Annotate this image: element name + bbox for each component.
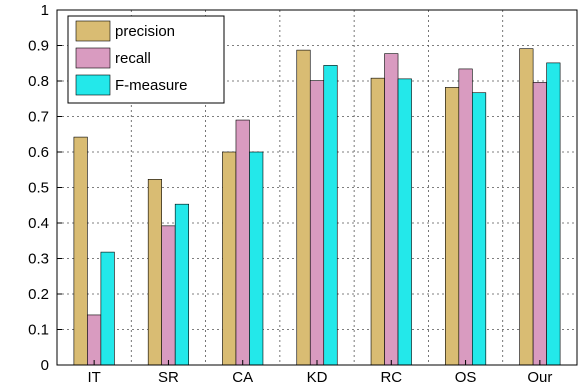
y-tick-label: 0 — [41, 357, 49, 374]
bar-precision-rc — [370, 77, 385, 366]
y-axis: 0 0.1 0.2 0.3 0.4 0.5 0.6 0.7 0.8 0.9 1 — [28, 2, 62, 374]
y-tick-label: 0.5 — [28, 180, 49, 197]
y-tick-label: 0.2 — [28, 286, 49, 303]
bar-f-measure-rc — [397, 78, 412, 366]
bar-f-measure-our — [546, 62, 561, 366]
bar-recall-it — [87, 314, 102, 366]
bar-recall-os — [458, 68, 473, 366]
bar-f-measure-os — [472, 92, 487, 366]
bar-recall-rc — [384, 53, 399, 366]
legend-swatch — [75, 47, 111, 69]
bar-f-measure-sr — [174, 203, 189, 366]
bar-precision-our — [519, 48, 534, 366]
bar-precision-os — [445, 87, 460, 366]
x-tick-label: SR — [158, 369, 179, 385]
x-tick-label: CA — [232, 369, 253, 385]
legend: precision recall F-measure — [67, 15, 225, 104]
legend-swatch — [75, 20, 111, 42]
y-tick-label: 0.8 — [28, 73, 49, 90]
x-tick-label: IT — [87, 369, 100, 385]
y-tick-label: 0.6 — [28, 144, 49, 161]
bar-f-measure-ca — [249, 151, 264, 366]
bar-recall-kd — [309, 80, 325, 366]
bar-precision-it — [73, 136, 88, 366]
legend-label: recall — [115, 50, 151, 67]
y-tick-label: 0.4 — [28, 215, 49, 232]
y-tick-label: 0.7 — [28, 109, 49, 126]
bar-f-measure-it — [100, 251, 115, 366]
bar-precision-ca — [222, 151, 237, 366]
bar-precision-sr — [147, 179, 162, 366]
legend-label: F-measure — [115, 77, 188, 94]
x-tick-label: KD — [307, 369, 328, 385]
x-tick-label: OS — [455, 369, 477, 385]
y-tick-label: 0.9 — [28, 38, 49, 55]
bar-f-measure-kd — [323, 65, 338, 366]
x-tick-label: Our — [527, 369, 552, 385]
legend-swatch — [75, 74, 111, 96]
y-tick-label: 0.1 — [28, 322, 49, 339]
bar-recall-our — [532, 82, 547, 366]
x-tick-label: RC — [380, 369, 402, 385]
bar-recall-ca — [235, 119, 250, 366]
legend-label: precision — [115, 23, 175, 40]
bar-recall-sr — [161, 225, 176, 366]
bar-precision-kd — [296, 49, 311, 366]
y-tick-label: 0.3 — [28, 251, 49, 268]
y-tick-label: 1 — [41, 2, 49, 19]
x-axis: IT SR CA KD RC OS Our — [87, 360, 552, 385]
